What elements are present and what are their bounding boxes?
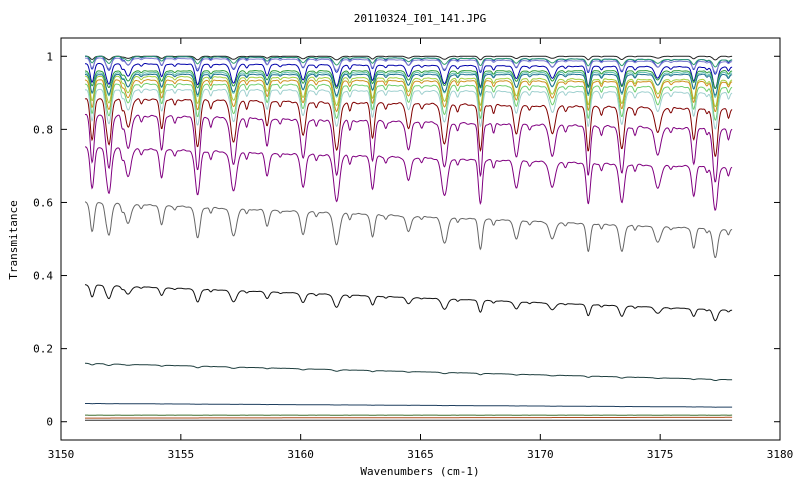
y-tick-label: 0.2: [33, 343, 53, 356]
series-line: [84, 113, 733, 183]
series-line: [85, 55, 733, 68]
series-line: [84, 284, 733, 322]
chart-title: 20110324_I01_141.JPG: [354, 12, 486, 25]
y-axis: 0 0.2 0.4 0.6 0.8 1: [33, 50, 780, 429]
y-tick-label: 0.6: [33, 196, 53, 209]
y-tick-label: 0.4: [33, 270, 53, 283]
series-line: [85, 362, 733, 381]
x-tick-label: 3180: [767, 448, 794, 461]
x-tick-label: 3175: [647, 448, 674, 461]
y-tick-label: 0: [46, 416, 53, 429]
series-line: [84, 79, 733, 113]
series-line: [84, 201, 733, 259]
series-line: [84, 98, 733, 157]
x-axis: 3150 3155 3160 3165 3170 3175 3180: [48, 38, 794, 461]
series-line: [84, 88, 733, 130]
series-line: [85, 69, 733, 89]
x-tick-label: 3165: [407, 448, 434, 461]
series-line: [85, 416, 733, 419]
series-line: [85, 146, 733, 211]
x-tick-label: 3160: [287, 448, 314, 461]
x-tick-label: 3155: [168, 448, 195, 461]
y-axis-label: Transmitance: [7, 200, 20, 279]
series-line: [84, 82, 733, 121]
x-tick-label: 3150: [48, 448, 75, 461]
series-line: [84, 75, 733, 108]
series-line: [85, 73, 733, 97]
series-line: [85, 403, 733, 408]
series-layer: [84, 55, 733, 421]
x-axis-label: Wavenumbers (cm-1): [360, 465, 479, 478]
series-line: [85, 57, 733, 73]
series-line: [85, 55, 733, 61]
y-tick-label: 0.8: [33, 123, 53, 136]
x-tick-label: 3170: [527, 448, 554, 461]
y-tick-label: 1: [46, 50, 53, 63]
